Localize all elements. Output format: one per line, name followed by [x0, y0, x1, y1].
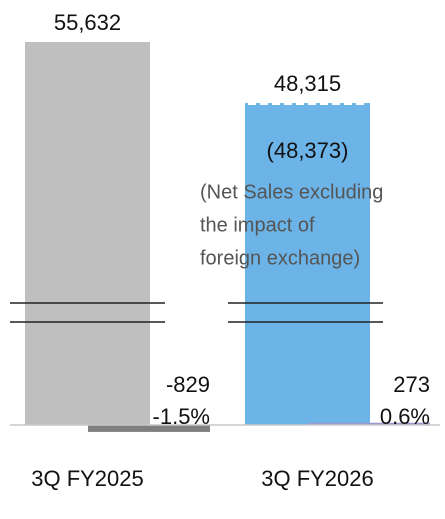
value-label: 55,632 [54, 10, 121, 35]
value-label: 48,315 [274, 71, 341, 96]
category-label: 3Q FY2025 [31, 466, 144, 491]
change-label: 273 [393, 372, 430, 397]
bar [25, 42, 150, 425]
annotation-note: (Net Sales excluding [200, 181, 383, 203]
annotation-label: (48,373) [267, 138, 349, 163]
annotation-note: the impact of [200, 214, 315, 236]
change-bar [308, 422, 430, 425]
change-bar [88, 425, 210, 432]
category-label: 3Q FY2026 [261, 466, 374, 491]
bar [245, 103, 370, 426]
annotation-note: foreign exchange) [200, 247, 360, 269]
change-label: -829 [166, 372, 210, 397]
